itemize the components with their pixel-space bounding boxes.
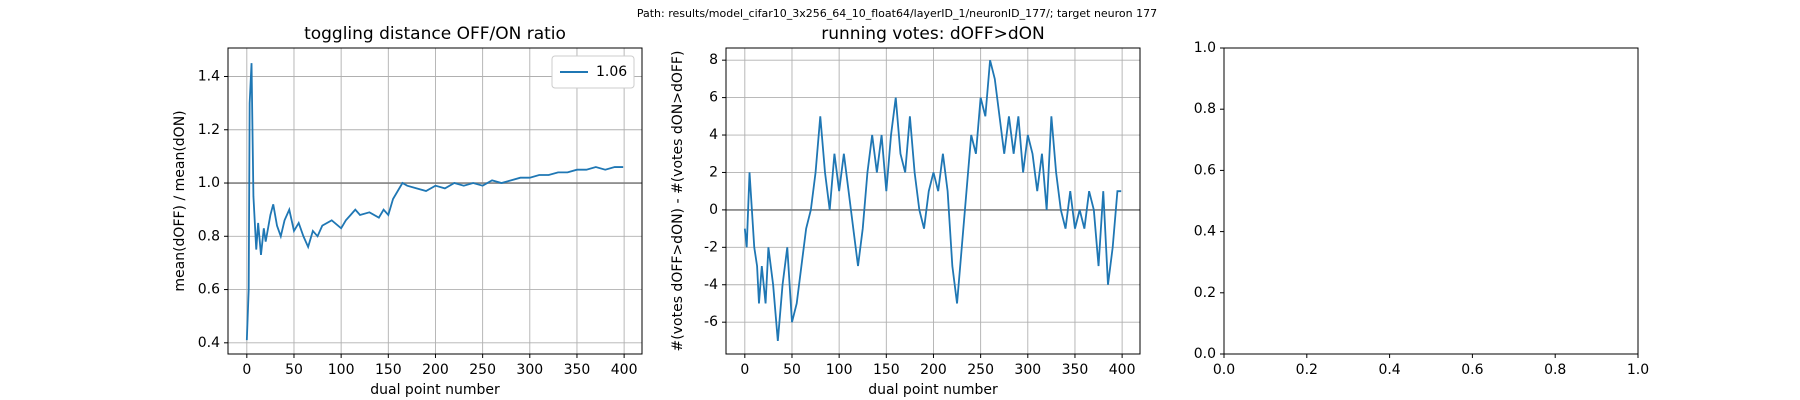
x-tick-label: 0.8 — [1544, 362, 1566, 378]
x-tick-label: 150 — [873, 362, 900, 378]
x-tick-label: 50 — [285, 362, 303, 378]
y-tick-label: 0.6 — [198, 282, 220, 298]
axes-frame — [227, 47, 643, 355]
y-tick-label: 2 — [709, 164, 718, 180]
x-tick-label: 250 — [967, 362, 994, 378]
x-tick-label: 50 — [783, 362, 801, 378]
y-tick-label: -4 — [704, 277, 718, 293]
axes-title: toggling distance OFF/ON ratio — [304, 24, 566, 44]
y-tick-label: 0 — [709, 202, 718, 218]
x-tick-label: 100 — [328, 362, 355, 378]
y-tick-label: 0.6 — [1194, 162, 1216, 178]
x-tick-label: 0 — [242, 362, 251, 378]
y-tick-label: 1.2 — [198, 122, 220, 138]
axes-frame — [1223, 47, 1639, 355]
y-axis-label: #(votes dOFF>dON) - #(votes dON>dOFF) — [670, 51, 686, 352]
x-tick-label: 300 — [1014, 362, 1041, 378]
data-line — [245, 63, 624, 341]
y-tick-label: 0.2 — [1194, 285, 1216, 301]
x-tick-label: 250 — [469, 362, 496, 378]
y-tick-label: -6 — [704, 314, 718, 330]
y-tick-label: 0.4 — [198, 335, 220, 351]
y-tick-label: 1.4 — [198, 68, 220, 84]
x-tick-label: 200 — [920, 362, 947, 378]
x-axis-label: dual point number — [868, 382, 998, 398]
x-tick-label: 400 — [611, 362, 638, 378]
y-tick-label: 1.0 — [1194, 40, 1216, 56]
y-tick-label: 1.0 — [198, 175, 220, 191]
x-tick-label: 0.6 — [1461, 362, 1483, 378]
x-axis-label: dual point number — [370, 382, 500, 398]
x-tick-label: 0.4 — [1378, 362, 1400, 378]
x-tick-label: 100 — [826, 362, 853, 378]
legend-label: 1.06 — [596, 64, 627, 80]
legend-box — [551, 55, 635, 89]
x-tick-label: 150 — [375, 362, 402, 378]
y-tick-label: 6 — [709, 90, 718, 106]
y-tick-label: 0.0 — [1194, 346, 1216, 362]
axes-title: running votes: dOFF>dON — [821, 24, 1044, 44]
y-tick-label: 8 — [709, 52, 718, 68]
y-tick-label: 4 — [709, 127, 718, 143]
data-line — [743, 59, 1122, 341]
x-tick-label: 0 — [740, 362, 749, 378]
x-tick-label: 200 — [422, 362, 449, 378]
x-tick-label: 0.0 — [1213, 362, 1235, 378]
axes-frame — [725, 47, 1141, 355]
x-tick-label: 400 — [1109, 362, 1136, 378]
y-tick-label: -2 — [704, 239, 718, 255]
y-tick-label: 0.4 — [1194, 224, 1216, 240]
figure-title: Path: results/model_cifar10_3x256_64_10_… — [637, 7, 1157, 20]
y-tick-label: 0.8 — [198, 228, 220, 244]
x-tick-label: 1.0 — [1627, 362, 1649, 378]
y-axis-label: mean(dOFF) / mean(dON) — [172, 110, 188, 291]
x-tick-label: 350 — [1062, 362, 1089, 378]
x-tick-label: 0.2 — [1296, 362, 1318, 378]
y-tick-label: 0.8 — [1194, 101, 1216, 117]
x-tick-label: 300 — [516, 362, 543, 378]
x-tick-label: 350 — [564, 362, 591, 378]
